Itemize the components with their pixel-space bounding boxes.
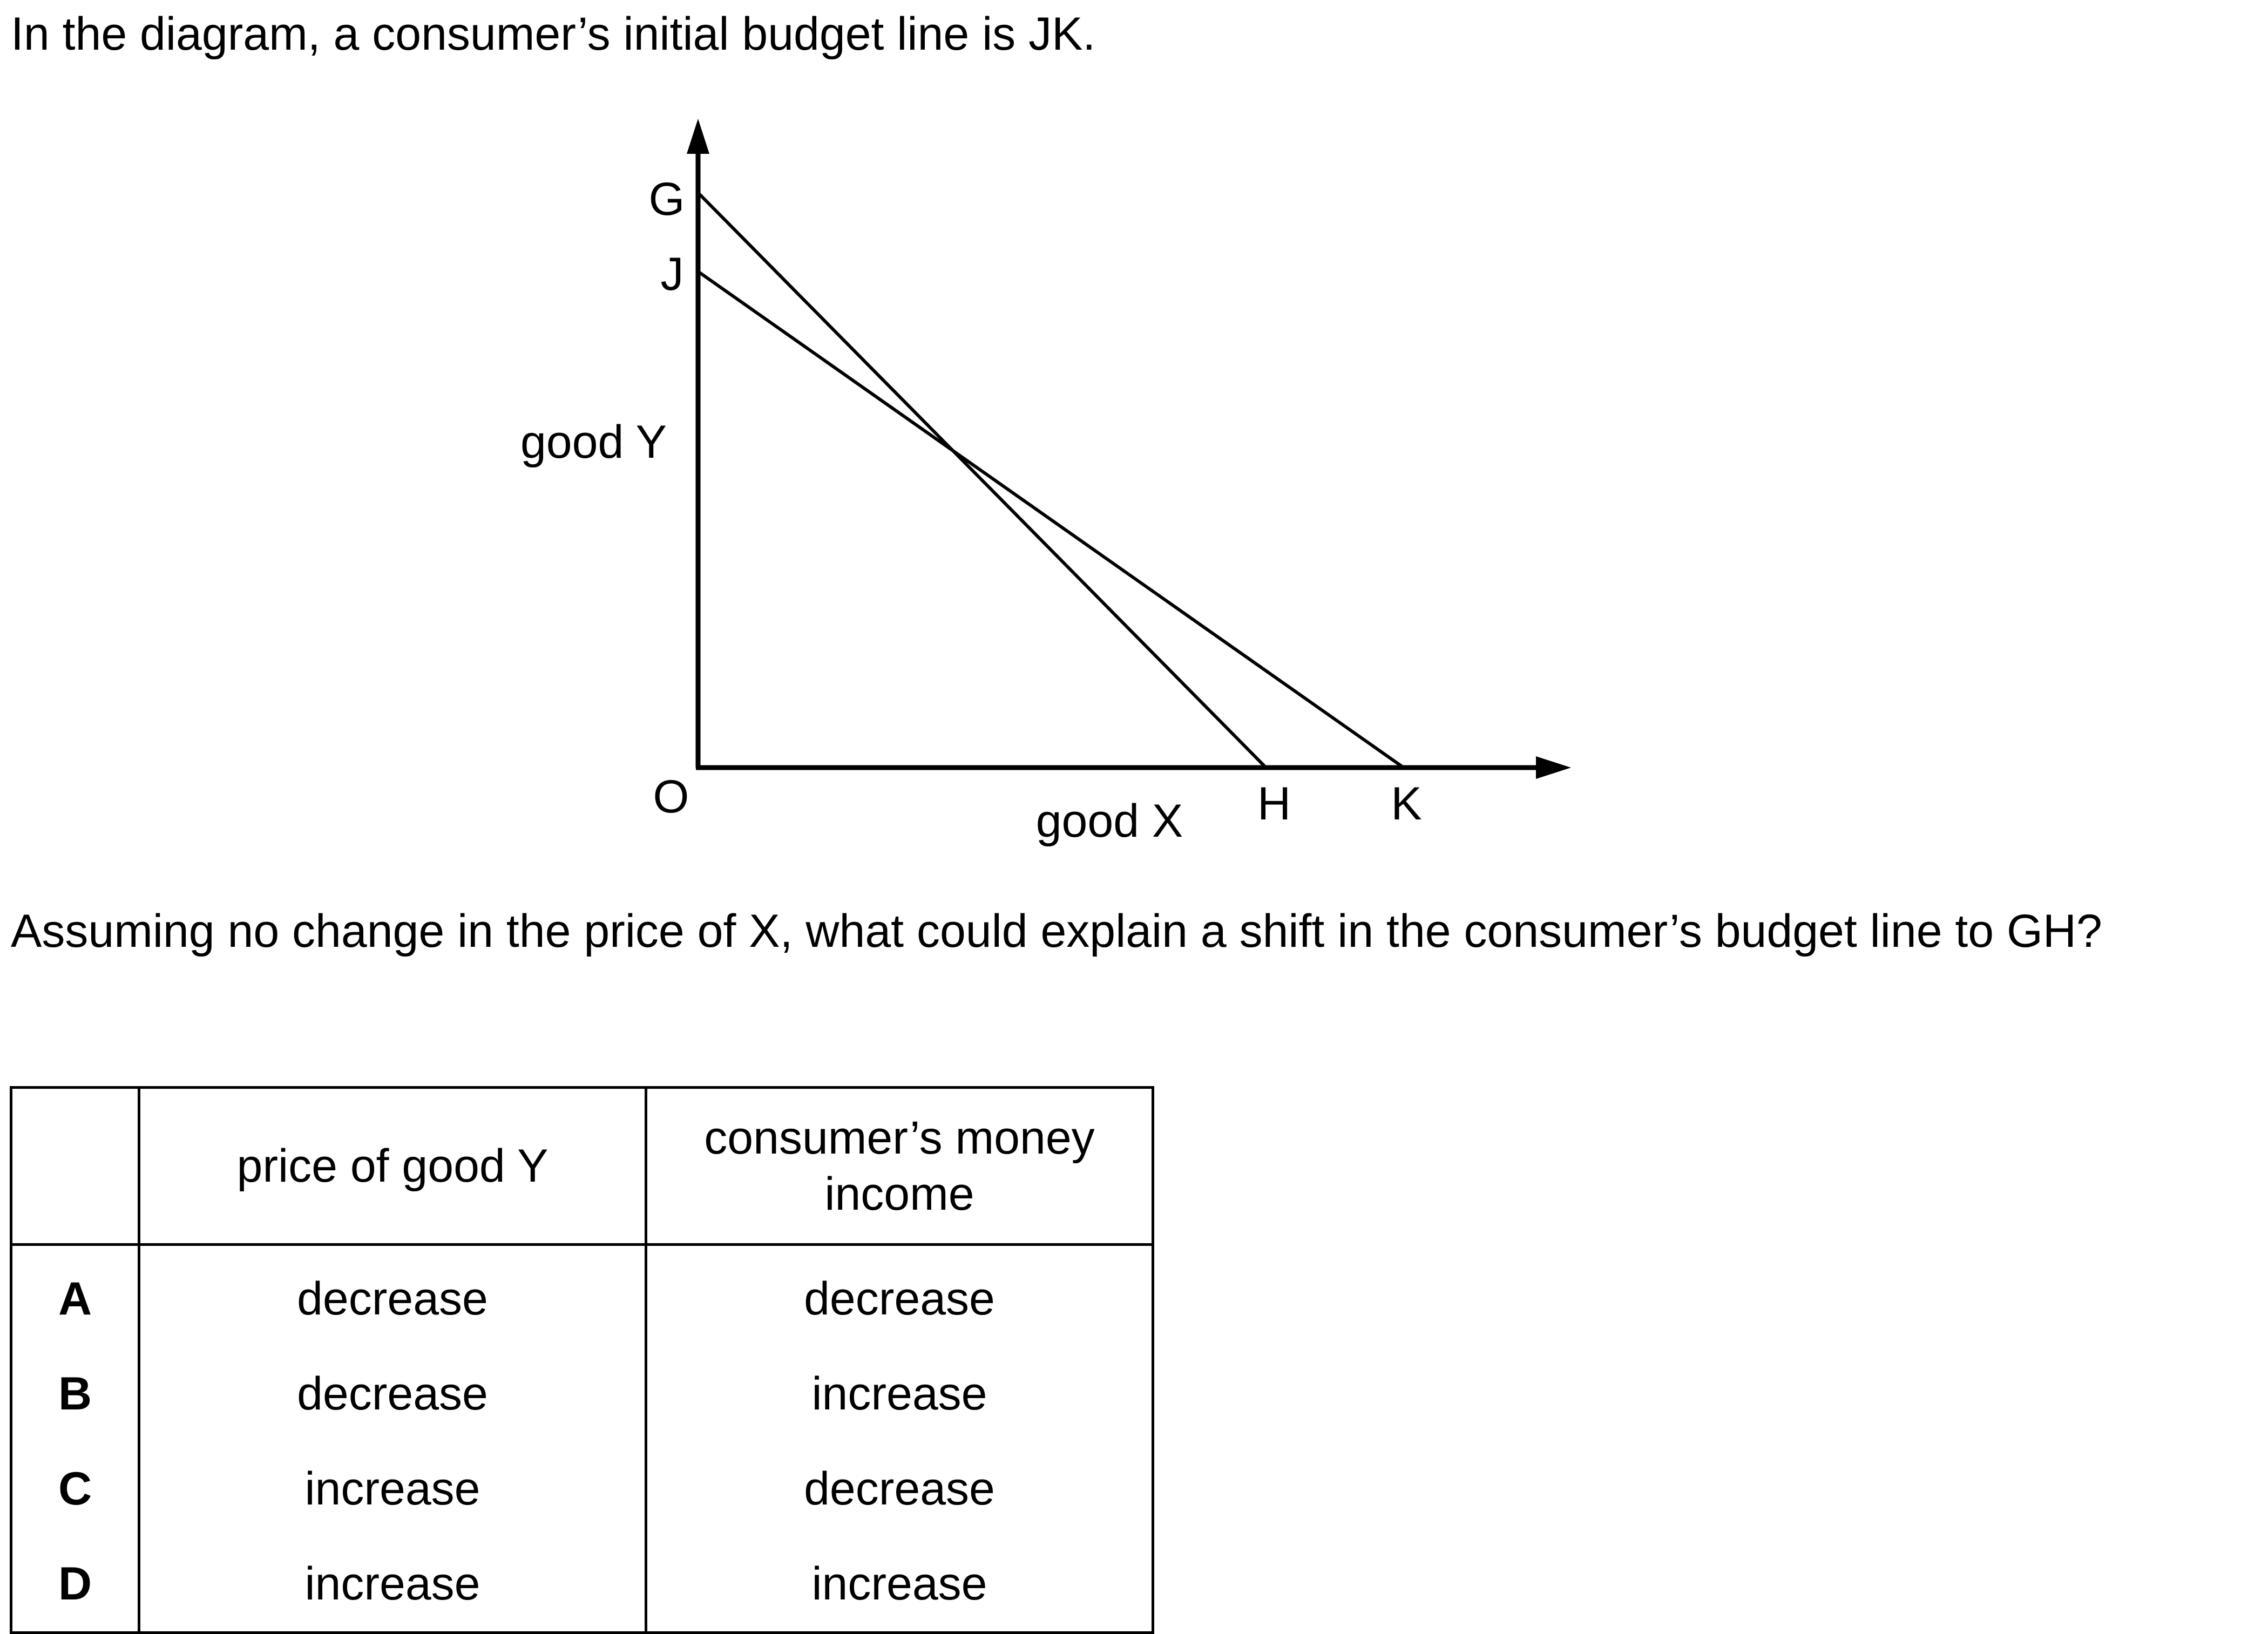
option-letter: C [10, 1441, 140, 1536]
header-income-text: consumer’s money income [704, 1112, 1095, 1220]
y-axis-arrow-icon [687, 119, 709, 154]
table-row: B decrease increase [10, 1346, 1155, 1441]
point-label-h: H [1257, 778, 1291, 830]
question-text: Assuming no change in the price of X, wh… [11, 905, 2102, 957]
option-letter: A [10, 1244, 140, 1346]
x-axis-label: good X [1036, 795, 1183, 847]
income-cell: increase [644, 1536, 1155, 1634]
point-label-j: J [661, 248, 684, 300]
header-cell-income: consumer’s money income [644, 1086, 1155, 1246]
price-cell: decrease [138, 1346, 647, 1441]
budget-line-gh [696, 191, 1268, 769]
table-row: D increase increase [10, 1536, 1155, 1634]
header-cell-letter [10, 1086, 140, 1246]
table-header-row: price of good Y consumer’s money income [10, 1086, 1155, 1246]
intro-text: In the diagram, a consumer’s initial bud… [11, 8, 1096, 60]
price-cell: increase [138, 1536, 647, 1634]
price-cell: increase [138, 1441, 647, 1536]
price-cell: decrease [138, 1244, 647, 1346]
point-label-g: G [649, 173, 685, 225]
budget-line-diagram: G J good Y O good X H K [520, 119, 1571, 847]
y-axis-label: good Y [520, 416, 667, 468]
header-cell-price: price of good Y [138, 1086, 647, 1246]
table-row: A decrease decrease [10, 1244, 1155, 1346]
income-cell: increase [644, 1346, 1155, 1441]
x-axis-arrow-icon [1536, 756, 1571, 779]
income-cell: decrease [644, 1244, 1155, 1346]
budget-line-jk [697, 270, 1405, 769]
point-label-k: K [1391, 778, 1421, 830]
options-table: price of good Y consumer’s money income … [10, 1086, 1155, 1634]
option-letter: D [10, 1536, 140, 1634]
origin-label: O [653, 771, 689, 823]
income-cell: decrease [644, 1441, 1155, 1536]
table-row: C increase decrease [10, 1441, 1155, 1536]
option-letter: B [10, 1346, 140, 1441]
